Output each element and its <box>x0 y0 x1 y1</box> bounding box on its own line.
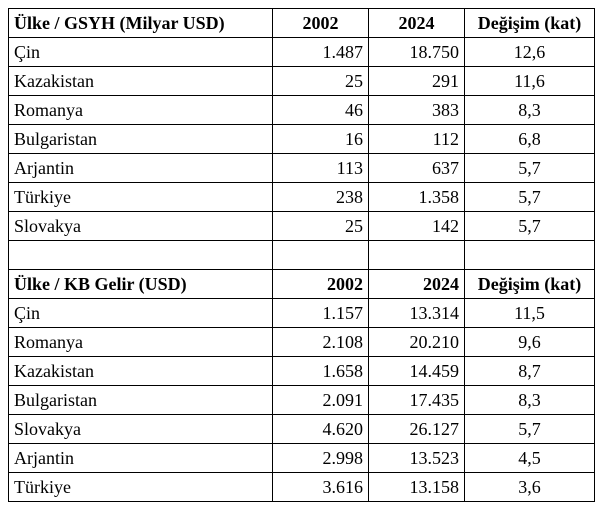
table-row: Arjantin 2.998 13.523 4,5 <box>8 443 595 473</box>
country-cell: Arjantin <box>8 153 273 183</box>
value-2024-cell: 18.750 <box>368 37 465 67</box>
value-2002-cell: 2.108 <box>272 327 369 357</box>
value-2002-cell: 16 <box>272 124 369 154</box>
spacer-row <box>8 240 595 270</box>
country-cell: Bulgaristan <box>8 124 273 154</box>
value-2002-cell: 2.091 <box>272 385 369 415</box>
value-2002-cell: 238 <box>272 182 369 212</box>
comparison-table-container: Ülke / GSYH (Milyar USD) 2002 2024 Değiş… <box>8 8 595 502</box>
table-row: Romanya 46 383 8,3 <box>8 95 595 125</box>
gdp-header-2024: 2024 <box>368 8 465 38</box>
table-row: Kazakistan 25 291 11,6 <box>8 66 595 96</box>
change-cell: 4,5 <box>464 443 595 473</box>
value-2002-cell: 4.620 <box>272 414 369 444</box>
country-cell: Slovakya <box>8 211 273 241</box>
value-2002-cell: 1.658 <box>272 356 369 386</box>
change-cell: 11,6 <box>464 66 595 96</box>
change-cell: 3,6 <box>464 472 595 502</box>
table-row: Türkiye 238 1.358 5,7 <box>8 182 595 212</box>
table-row: Bulgaristan 16 112 6,8 <box>8 124 595 154</box>
change-cell: 6,8 <box>464 124 595 154</box>
gdp-header-change: Değişim (kat) <box>464 8 595 38</box>
change-cell: 8,3 <box>464 95 595 125</box>
percapita-header-2002: 2002 <box>272 269 369 299</box>
value-2002-cell: 113 <box>272 153 369 183</box>
country-cell: Türkiye <box>8 182 273 212</box>
country-cell: Romanya <box>8 327 273 357</box>
percapita-header-country: Ülke / KB Gelir (USD) <box>8 269 273 299</box>
country-cell: Kazakistan <box>8 356 273 386</box>
table-row: Çin 1.487 18.750 12,6 <box>8 37 595 67</box>
value-2024-cell: 1.358 <box>368 182 465 212</box>
percapita-header-row: Ülke / KB Gelir (USD) 2002 2024 Değişim … <box>8 269 595 299</box>
percapita-header-change: Değişim (kat) <box>464 269 595 299</box>
change-cell: 5,7 <box>464 153 595 183</box>
country-cell: Kazakistan <box>8 66 273 96</box>
value-2002-cell: 3.616 <box>272 472 369 502</box>
change-cell: 8,3 <box>464 385 595 415</box>
change-cell: 12,6 <box>464 37 595 67</box>
table-row: Bulgaristan 2.091 17.435 8,3 <box>8 385 595 415</box>
gdp-header-country: Ülke / GSYH (Milyar USD) <box>8 8 273 38</box>
change-cell: 11,5 <box>464 298 595 328</box>
value-2024-cell: 13.314 <box>368 298 465 328</box>
empty-cell <box>464 240 595 270</box>
value-2024-cell: 13.158 <box>368 472 465 502</box>
country-cell: Çin <box>8 37 273 67</box>
value-2002-cell: 25 <box>272 66 369 96</box>
change-cell: 5,7 <box>464 414 595 444</box>
table-row: Slovakya 4.620 26.127 5,7 <box>8 414 595 444</box>
table-row: Romanya 2.108 20.210 9,6 <box>8 327 595 357</box>
gdp-header-row: Ülke / GSYH (Milyar USD) 2002 2024 Değiş… <box>8 8 595 38</box>
value-2024-cell: 17.435 <box>368 385 465 415</box>
gdp-header-2002: 2002 <box>272 8 369 38</box>
value-2024-cell: 142 <box>368 211 465 241</box>
table-row: Kazakistan 1.658 14.459 8,7 <box>8 356 595 386</box>
change-cell: 9,6 <box>464 327 595 357</box>
comparison-table: Ülke / GSYH (Milyar USD) 2002 2024 Değiş… <box>8 8 595 502</box>
change-cell: 8,7 <box>464 356 595 386</box>
value-2002-cell: 1.487 <box>272 37 369 67</box>
value-2002-cell: 2.998 <box>272 443 369 473</box>
country-cell: Türkiye <box>8 472 273 502</box>
value-2024-cell: 291 <box>368 66 465 96</box>
table-row: Çin 1.157 13.314 11,5 <box>8 298 595 328</box>
value-2024-cell: 26.127 <box>368 414 465 444</box>
value-2024-cell: 14.459 <box>368 356 465 386</box>
value-2002-cell: 1.157 <box>272 298 369 328</box>
country-cell: Romanya <box>8 95 273 125</box>
empty-cell <box>8 240 273 270</box>
table-row: Slovakya 25 142 5,7 <box>8 211 595 241</box>
country-cell: Slovakya <box>8 414 273 444</box>
table-row: Arjantin 113 637 5,7 <box>8 153 595 183</box>
country-cell: Çin <box>8 298 273 328</box>
country-cell: Arjantin <box>8 443 273 473</box>
table-row: Türkiye 3.616 13.158 3,6 <box>8 472 595 502</box>
change-cell: 5,7 <box>464 182 595 212</box>
value-2024-cell: 383 <box>368 95 465 125</box>
value-2002-cell: 46 <box>272 95 369 125</box>
value-2024-cell: 112 <box>368 124 465 154</box>
empty-cell <box>368 240 465 270</box>
value-2002-cell: 25 <box>272 211 369 241</box>
percapita-header-2024: 2024 <box>368 269 465 299</box>
value-2024-cell: 637 <box>368 153 465 183</box>
value-2024-cell: 13.523 <box>368 443 465 473</box>
empty-cell <box>272 240 369 270</box>
change-cell: 5,7 <box>464 211 595 241</box>
value-2024-cell: 20.210 <box>368 327 465 357</box>
country-cell: Bulgaristan <box>8 385 273 415</box>
